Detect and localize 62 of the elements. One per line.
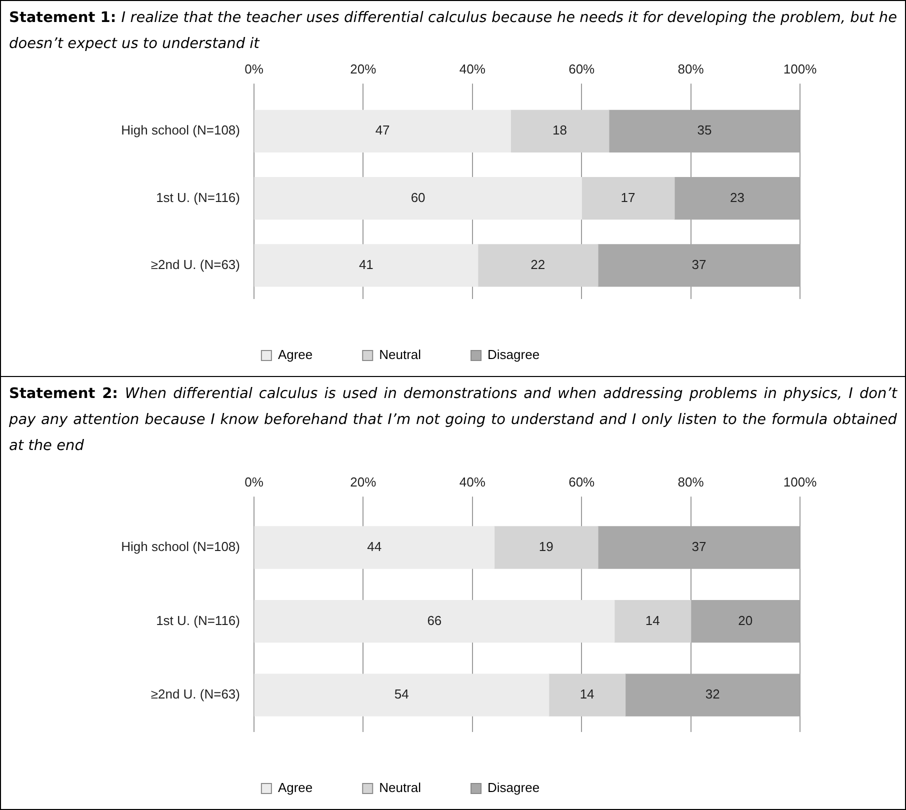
bar bbox=[510, 110, 610, 152]
bar bbox=[254, 244, 478, 287]
data-label: 14 bbox=[580, 686, 594, 702]
legend-label: Disagree bbox=[488, 347, 540, 362]
data-label: 23 bbox=[730, 190, 744, 205]
data-label: 18 bbox=[552, 122, 567, 138]
bar bbox=[478, 244, 598, 287]
data-label: 44 bbox=[367, 539, 382, 554]
x-tick-label: 60% bbox=[568, 474, 596, 490]
x-tick-label: 0% bbox=[244, 474, 264, 490]
y-tick-label: ≥2nd U. (N=63) bbox=[150, 686, 240, 702]
chart-title: Statement 1: I realize that the teacher uses differential calculus because he needs it for developing the problem, but he doesn’t expect us to understand it bbox=[9, 10, 897, 52]
legend-label: Disagree bbox=[488, 780, 540, 796]
x-tick-label: 0% bbox=[244, 61, 264, 76]
bar bbox=[598, 244, 800, 287]
bar bbox=[598, 526, 800, 569]
bar bbox=[548, 674, 626, 716]
y-tick-label: 1st U. (N=116) bbox=[156, 190, 240, 205]
y-tick-label: High school (N=108) bbox=[121, 539, 240, 554]
bar bbox=[674, 176, 800, 220]
chart-title: Statement 2: When differential calculus is used in demonstrations and when addressing problems in physics, I don’t pay any attention because I know beforehand that I’m not going to understand and I only listen to the formula obtained at the end bbox=[9, 386, 898, 454]
x-tick-label: 40% bbox=[459, 61, 486, 76]
data-label: 47 bbox=[375, 122, 390, 138]
data-label: 66 bbox=[427, 612, 442, 628]
legend-label: Agree bbox=[278, 780, 313, 796]
legend-label: Neutral bbox=[379, 347, 422, 362]
legend-label: Neutral bbox=[379, 780, 422, 796]
y-tick-label: ≥2nd U. (N=63) bbox=[150, 257, 240, 272]
data-label: 22 bbox=[530, 257, 546, 272]
bar bbox=[690, 600, 800, 643]
bar bbox=[494, 526, 598, 569]
bar bbox=[624, 674, 800, 716]
data-label: 35 bbox=[697, 122, 712, 138]
x-tick-label: 20% bbox=[350, 474, 377, 490]
data-label: 60 bbox=[410, 190, 426, 205]
bar bbox=[614, 600, 692, 643]
x-tick-label: 20% bbox=[350, 61, 377, 76]
legend-label: Agree bbox=[278, 347, 313, 362]
x-tick-label: 100% bbox=[783, 474, 818, 490]
bar bbox=[254, 526, 495, 569]
bar bbox=[608, 110, 800, 152]
bar bbox=[581, 176, 675, 220]
x-tick-label: 100% bbox=[783, 61, 818, 76]
data-label: 41 bbox=[358, 257, 374, 272]
y-tick-label: 1st U. (N=116) bbox=[156, 612, 240, 628]
data-label: 20 bbox=[738, 612, 753, 628]
data-label: 37 bbox=[692, 257, 706, 272]
data-label: 32 bbox=[705, 686, 720, 702]
data-label: 37 bbox=[692, 539, 706, 554]
x-tick-label: 40% bbox=[459, 474, 486, 490]
bar bbox=[254, 674, 550, 716]
y-tick-label: High school (N=108) bbox=[121, 122, 240, 138]
x-tick-label: 80% bbox=[678, 61, 704, 76]
data-label: 17 bbox=[620, 190, 636, 205]
bar bbox=[254, 176, 582, 220]
data-label: 54 bbox=[394, 686, 409, 702]
x-tick-label: 60% bbox=[568, 61, 596, 76]
x-tick-label: 80% bbox=[678, 474, 704, 490]
data-label: 19 bbox=[538, 539, 554, 554]
bar bbox=[254, 600, 615, 643]
bar bbox=[254, 110, 511, 152]
data-label: 14 bbox=[645, 612, 660, 628]
